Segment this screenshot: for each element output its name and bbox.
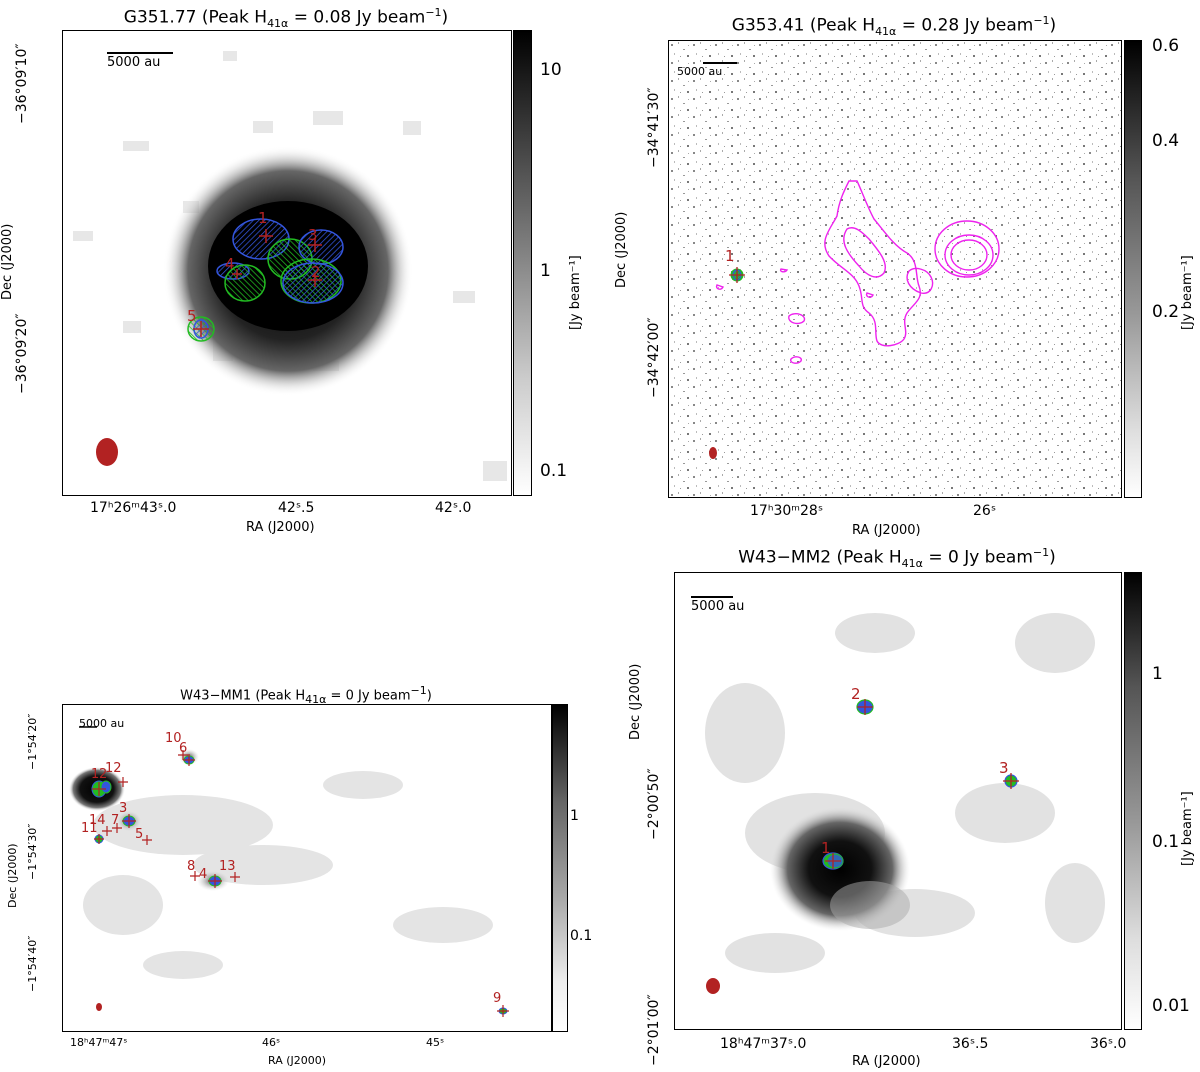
source-markers [92, 750, 509, 1017]
source-label: 2 [851, 685, 861, 703]
x-axis-label: RA (J2000) [246, 520, 315, 535]
colorbar-tick: 0.4 [1152, 131, 1180, 151]
x-tick: 42ˢ.0 [435, 500, 472, 516]
beam-ellipse [96, 438, 118, 466]
y-axis-label: Dec (J2000) [0, 223, 15, 300]
image-frame: 5000 au 1 2 3 [674, 572, 1122, 1030]
source-label: 2 [99, 767, 108, 782]
source-label: 4 [199, 867, 208, 882]
y-tick: −34°42′00″ [646, 317, 662, 398]
source-label: 14 [89, 813, 106, 828]
colorbar-tick: 0.1 [570, 928, 593, 944]
source-label: 5 [187, 307, 197, 325]
colorbar [1124, 40, 1142, 498]
colorbar-tick: 0.01 [1152, 996, 1190, 1016]
y-axis-label: Dec (J2000) [614, 211, 629, 288]
intensity-map [691, 596, 1105, 994]
y-tick: −2°01′00″ [646, 994, 662, 1066]
source-label: 3 [999, 759, 1009, 777]
colorbar-label: [Jy beam⁻¹] [1180, 255, 1195, 330]
source-marker [729, 267, 745, 283]
colorbar-tick: 0.6 [1152, 36, 1180, 56]
intensity-map [69, 726, 509, 1017]
source-label: 1 [821, 839, 831, 857]
x-tick: 45ˢ [426, 1036, 445, 1049]
scale-bar-label: 5000 au [691, 599, 745, 614]
source-markers [825, 699, 1019, 869]
x-axis-label: RA (J2000) [852, 523, 921, 538]
beam-ellipse [709, 447, 717, 459]
y-tick: −34°41′30″ [646, 87, 662, 168]
x-tick: 18ʰ47ᵐ37ˢ.0 [720, 1036, 807, 1052]
source-label: 1 [258, 209, 268, 227]
y-tick: −36°09′10″ [14, 43, 30, 124]
colorbar [552, 704, 568, 1032]
source-label: 2 [311, 263, 321, 281]
x-tick: 42ˢ.5 [278, 500, 315, 516]
source-ellipses [187, 218, 344, 342]
panel-title: W43−MM1 (Peak H41α = 0 Jy beam−1) [180, 684, 432, 706]
source-label: 12 [105, 761, 122, 776]
source-label: 11 [81, 821, 98, 836]
image-frame: 5000 au 1 [668, 40, 1122, 498]
beam-ellipse [706, 978, 720, 994]
y-tick: −1°54′30″ [26, 823, 39, 880]
x-tick: 17ʰ30ᵐ28ˢ [750, 503, 824, 519]
y-tick: −1°54′20″ [26, 713, 39, 770]
source-label: 4 [225, 255, 235, 273]
colorbar [1124, 572, 1142, 1030]
image-frame: 5000 au 1 2 3 4 5 6 7 8 9 10 11 12 13 14 [62, 704, 552, 1032]
colorbar-tick: 1 [540, 261, 551, 281]
colorbar-label: [Jy beam⁻¹] [1180, 791, 1195, 866]
panel-title: W43−MM2 (Peak H41α = 0 Jy beam−1) [738, 546, 1056, 571]
x-tick: 17ʰ26ᵐ43ˢ.0 [90, 500, 177, 516]
source-label: 7 [111, 813, 120, 828]
scale-bar-label: 5000 au [677, 65, 723, 78]
x-axis-label: RA (J2000) [268, 1054, 327, 1067]
source-ellipses [91, 755, 508, 1015]
colorbar [513, 30, 532, 496]
panel-title: G351.77 (Peak H41α = 0.08 Jy beam−1) [123, 6, 449, 31]
colorbar-label: [Jy beam⁻¹] [568, 255, 583, 330]
y-tick: −1°54′40″ [26, 935, 39, 992]
source-label: 5 [135, 827, 144, 842]
x-tick: 36ˢ.0 [1090, 1036, 1127, 1052]
colorbar-tick: 1 [1152, 664, 1163, 684]
x-axis-label: RA (J2000) [852, 1054, 921, 1069]
beam-ellipse [96, 1003, 102, 1011]
colorbar-tick: 1 [570, 808, 579, 824]
source-label: 10 [165, 731, 182, 746]
y-axis-label: Dec (J2000) [6, 843, 19, 908]
intensity-map [73, 51, 507, 481]
source-label: 3 [119, 801, 128, 816]
y-tick: −36°09′20″ [14, 313, 30, 394]
panel-title: G353.41 (Peak H41α = 0.28 Jy beam−1) [731, 14, 1057, 39]
intensity-map [669, 41, 1121, 497]
scale-bar-label: 5000 au [107, 55, 161, 70]
source-label: 1 [91, 767, 100, 782]
contours [715, 180, 1000, 364]
source-label: 1 [725, 247, 735, 265]
source-label: 6 [179, 741, 188, 756]
x-tick: 26ˢ [973, 503, 997, 519]
source-markers [193, 229, 322, 337]
x-tick: 18ʰ47ᵐ47ˢ [70, 1036, 128, 1049]
source-label: 9 [493, 991, 502, 1006]
colorbar-tick: 10 [540, 60, 562, 80]
source-label: 8 [187, 859, 196, 874]
x-tick: 36ˢ.5 [952, 1036, 989, 1052]
colorbar-tick: 0.2 [1152, 302, 1180, 322]
colorbar-tick: 0.1 [1152, 832, 1180, 852]
x-tick: 46ˢ [262, 1036, 281, 1049]
source-label: 3 [308, 226, 318, 244]
colorbar-tick: 0.1 [540, 461, 568, 481]
scale-bar-label: 5000 au [79, 717, 125, 730]
image-frame: 5000 au 1 2 3 4 5 [62, 30, 512, 496]
y-tick: −2°00′50″ [646, 768, 662, 840]
source-label: 13 [219, 859, 236, 874]
y-axis-label: Dec (J2000) [628, 663, 643, 740]
